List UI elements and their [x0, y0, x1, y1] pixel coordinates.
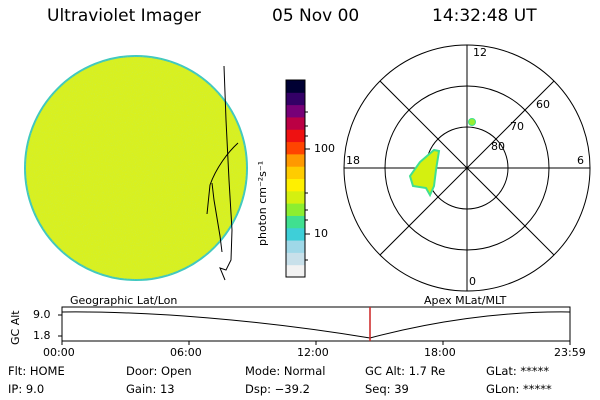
projection-label-geographic: Geographic Lat/Lon: [70, 294, 178, 307]
colorbar-segment: [286, 227, 305, 241]
auroral-oval: [408, 118, 476, 198]
colorbar-unit-label: photon cm⁻²s⁻¹: [256, 160, 269, 246]
status-dsp: Dsp: −39.2: [245, 382, 310, 396]
colorbar-segment: [286, 252, 305, 266]
projection-label-apex: Apex MLat/MLT: [424, 294, 507, 307]
colorbar-segment: [286, 215, 305, 229]
colorbar-segment: [286, 141, 305, 155]
colorbar-segment: [286, 116, 305, 130]
status-door: Door: Open: [126, 364, 192, 378]
mlat-label-60: 60: [536, 98, 550, 111]
colorbar-segment: [286, 80, 305, 93]
mlat-label-80: 80: [491, 140, 505, 153]
colorbar-segment: [286, 129, 305, 143]
colorbar-segment: [286, 190, 305, 204]
status-gain: Gain: 13: [126, 382, 175, 396]
geographic-lines: [206, 65, 239, 281]
status-glat: GLat: *****: [486, 364, 550, 378]
time-tick-0000: 00:00: [43, 346, 75, 359]
time-tick-2359: 23:59: [554, 346, 586, 359]
altitude-axis-ticks: [58, 314, 571, 345]
colorbar-border: [285, 79, 306, 278]
status-glon: GLon: *****: [486, 382, 552, 396]
altitude-plot-frame: [61, 306, 571, 342]
time-tick-0600: 06:00: [170, 346, 202, 359]
status-seq: Seq: 39: [365, 382, 409, 396]
colorbar-segment: [286, 166, 305, 179]
altitude-tick-bottom: 1.8: [33, 329, 51, 342]
mlat-label-70: 70: [510, 120, 524, 133]
colorbar-segment: [286, 178, 305, 192]
colorbar-tick-10: 10: [314, 227, 328, 240]
colorbar-tick-100: 100: [314, 142, 335, 155]
instrument-title: Ultraviolet Imager: [47, 6, 201, 26]
altitude-curve: [61, 311, 571, 339]
mlt-label-18: 18: [346, 154, 360, 167]
colorbar-ticks: [305, 111, 310, 261]
colorbar-segment: [286, 92, 305, 106]
polar-grid: [343, 44, 591, 292]
status-ip: IP: 9.0: [8, 382, 45, 396]
time-tick-1800: 18:00: [424, 346, 456, 359]
colorbar-segment: [286, 240, 305, 253]
status-gc-alt: GC Alt: 1.7 Re: [365, 364, 446, 378]
colorbar-segment: [286, 264, 305, 278]
mlt-label-12: 12: [473, 46, 487, 59]
altitude-tick-top: 9.0: [33, 308, 51, 321]
colorbar-segment: [286, 153, 305, 167]
date-label: 05 Nov 00: [272, 6, 360, 26]
time-label: 14:32:48 UT: [432, 6, 537, 26]
mlt-label-0: 0: [469, 275, 476, 288]
status-mode: Mode: Normal: [245, 364, 326, 378]
altitude-axis-label: GC Alt: [9, 310, 22, 345]
mlt-label-6: 6: [577, 154, 584, 167]
time-tick-1200: 12:00: [297, 346, 329, 359]
status-flight: Flt: HOME: [8, 364, 65, 378]
colorbar-segment: [286, 203, 305, 216]
colorbar: [285, 79, 306, 278]
colorbar-segment: [286, 104, 305, 118]
earth-disc-image: [24, 55, 248, 281]
